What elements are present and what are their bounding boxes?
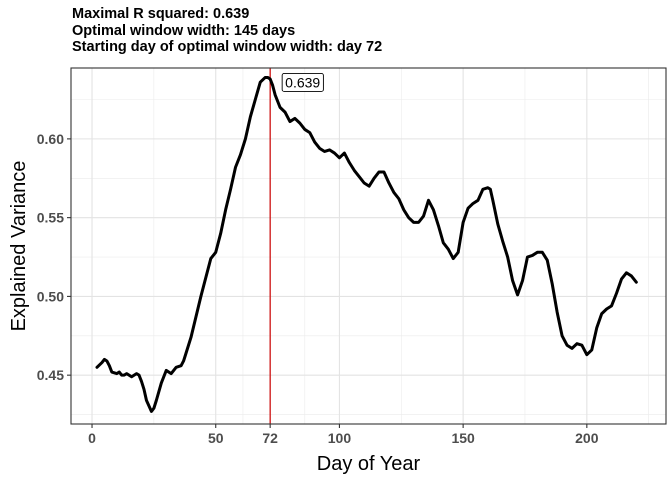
- x-tick-label: 150: [451, 430, 475, 446]
- max-value-label-box: [281, 73, 324, 92]
- x-tick-label: 50: [208, 430, 224, 446]
- x-tick-label: 100: [328, 430, 352, 446]
- y-axis-title: Explained Variance: [8, 161, 30, 332]
- y-tick-label: 0.60: [37, 131, 64, 147]
- axis-ticks: 0 50 72 100 150 200 0.45 0.50 0.55 0.60: [37, 131, 599, 446]
- max-value-label: 0.639: [285, 74, 320, 90]
- plot-panel-border: [70, 67, 667, 425]
- y-tick-label: 0.55: [37, 210, 64, 226]
- y-tick-label: 0.45: [37, 367, 64, 383]
- x-tick-label: 200: [575, 430, 599, 446]
- y-tick-label: 0.50: [37, 288, 64, 304]
- title-line-optimal-window-width: Optimal window width: 145 days: [72, 22, 296, 39]
- x-axis-title: Day of Year: [317, 453, 421, 475]
- annotation-layer: 0.639: [281, 73, 324, 92]
- x-tick-label: 72: [262, 430, 278, 446]
- title-line-max-r-squared: Maximal R squared: 0.639: [72, 6, 250, 22]
- grid-lines: [71, 68, 666, 424]
- explained-variance-line: [95, 75, 638, 413]
- title-line-starting-day: Starting day of optimal window width: da…: [72, 39, 383, 55]
- series-layer: [95, 75, 638, 413]
- x-tick-label: 0: [88, 430, 96, 446]
- chart-title: Maximal R squared: 0.639 Optimal window …: [72, 6, 662, 56]
